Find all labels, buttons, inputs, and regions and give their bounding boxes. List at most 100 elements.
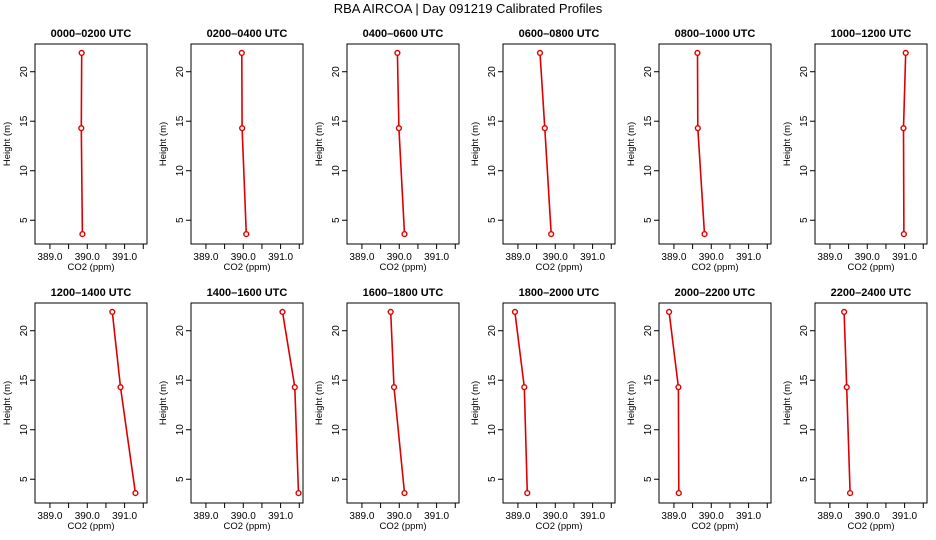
y-axis-label: Height (m) [158, 381, 169, 425]
profile-point [238, 49, 245, 57]
panel-title: 0600–0800 UTC [519, 28, 600, 40]
panel-6: 1000–1200 UTC 389.0 390.0 391.0 5 10 15 20 CO2 (… [782, 28, 928, 273]
y-axis-label: Height (m) [158, 122, 169, 166]
x-tick-label: 390.0 [75, 252, 100, 263]
y-tick-label: 10 [175, 424, 186, 436]
profile-point [841, 308, 848, 316]
x-tick-label: 389.0 [349, 252, 374, 263]
x-tick-label: 390.0 [387, 511, 412, 522]
y-axis-label: Height (m) [314, 122, 325, 166]
y-tick-label: 20 [487, 325, 498, 337]
y-tick-label: 10 [331, 165, 342, 177]
panel-title: 1600–1800 UTC [363, 287, 444, 299]
plot-frame [502, 43, 616, 245]
y-tick-label: 20 [175, 66, 186, 78]
plot-frame [502, 302, 616, 504]
panel-title: 0400–0600 UTC [363, 28, 444, 40]
y-tick-label: 15 [331, 374, 342, 386]
y-tick-label: 15 [487, 374, 498, 386]
panel-10: 1800–2000 UTC 389.0 390.0 391.0 5 10 15 20 CO2 (… [470, 287, 616, 532]
profile-point [694, 125, 701, 132]
profile-point [902, 49, 909, 57]
panel-2: 0200–0400 UTC 389.0 390.0 391.0 5 10 15 20 CO2 (… [158, 28, 304, 273]
y-tick-label: 10 [643, 165, 654, 177]
x-tick-label: 391.0 [580, 511, 605, 522]
x-tick-label: 391.0 [112, 252, 137, 263]
profile-point [843, 384, 850, 391]
plot-frame [658, 43, 772, 245]
y-axis-label: Height (m) [470, 381, 481, 425]
profile-point [524, 489, 531, 497]
x-tick-label: 389.0 [193, 511, 218, 522]
y-tick-label: 20 [799, 325, 810, 337]
x-tick-label: 391.0 [424, 252, 449, 263]
panel-title: 0000–0200 UTC [51, 28, 132, 40]
panel-7: 1200–1400 UTC 389.0 390.0 391.0 5 10 15 20 CO2 (… [2, 287, 148, 532]
x-tick-label: 390.0 [855, 511, 880, 522]
profile-point [401, 230, 408, 238]
figure-title: RBA AIRCOA | Day 091219 Calibrated Profi… [334, 1, 603, 16]
plot-frame [34, 302, 148, 504]
y-tick-label: 5 [331, 476, 342, 482]
x-tick-label: 389.0 [193, 252, 218, 263]
plot-frame [658, 302, 772, 504]
profile-point [79, 230, 86, 238]
y-tick-label: 20 [331, 66, 342, 78]
profile-point [117, 384, 124, 391]
profile-point [846, 489, 854, 497]
y-tick-label: 10 [331, 424, 342, 436]
panel-title: 1000–1200 UTC [831, 28, 912, 40]
y-tick-label: 5 [487, 476, 498, 482]
y-tick-label: 10 [487, 424, 498, 436]
y-tick-label: 15 [799, 115, 810, 127]
profile-point [243, 230, 250, 238]
x-tick-label: 389.0 [349, 511, 374, 522]
panel-1: 0000–0200 UTC 389.0 390.0 391.0 5 10 15 20 CO2 (… [2, 28, 148, 273]
plot-frame [190, 302, 304, 504]
x-tick-label: 391.0 [580, 252, 605, 263]
x-tick-label: 389.0 [37, 252, 62, 263]
profile-point [548, 230, 555, 238]
profile-point [701, 230, 708, 238]
y-tick-label: 10 [799, 165, 810, 177]
x-tick-label: 389.0 [661, 252, 686, 263]
profile-point [675, 489, 682, 497]
profile-point [541, 125, 548, 132]
panel-5: 0800–1000 UTC 389.0 390.0 391.0 5 10 15 20 CO2 (… [626, 28, 772, 273]
y-tick-label: 10 [175, 165, 186, 177]
y-tick-label: 15 [175, 374, 186, 386]
x-axis-label: CO2 (ppm) [224, 521, 271, 532]
profile-point [900, 125, 907, 132]
x-tick-label: 391.0 [424, 511, 449, 522]
x-tick-label: 390.0 [855, 252, 880, 263]
y-tick-label: 5 [19, 476, 30, 482]
y-tick-label: 15 [487, 115, 498, 127]
y-tick-label: 5 [175, 476, 186, 482]
profile-point [395, 125, 402, 132]
panel-9: 1600–1800 UTC 389.0 390.0 391.0 5 10 15 20 CO2 (… [314, 287, 460, 532]
panel-4: 0600–0800 UTC 389.0 390.0 391.0 5 10 15 20 CO2 (… [470, 28, 616, 273]
y-tick-label: 5 [643, 217, 654, 223]
y-tick-label: 20 [799, 66, 810, 78]
panel-3: 0400–0600 UTC 389.0 390.0 391.0 5 10 15 20 CO2 (… [314, 28, 460, 273]
x-tick-label: 390.0 [543, 252, 568, 263]
profile-point [665, 308, 673, 316]
y-tick-label: 10 [19, 165, 30, 177]
y-axis-label: Height (m) [626, 381, 637, 425]
plot-frame [190, 43, 304, 245]
profile-point [390, 384, 398, 391]
y-tick-label: 15 [643, 115, 654, 127]
x-tick-label: 389.0 [505, 252, 530, 263]
x-tick-label: 390.0 [699, 252, 724, 263]
plot-frame [346, 43, 460, 245]
profile-point [536, 49, 544, 57]
y-tick-label: 20 [331, 325, 342, 337]
y-tick-label: 15 [799, 374, 810, 386]
profile-point [279, 308, 286, 316]
y-tick-label: 15 [19, 115, 30, 127]
x-axis-label: CO2 (ppm) [380, 262, 427, 273]
y-tick-label: 5 [331, 217, 342, 223]
x-tick-label: 389.0 [817, 252, 842, 263]
profile-point [78, 49, 85, 57]
